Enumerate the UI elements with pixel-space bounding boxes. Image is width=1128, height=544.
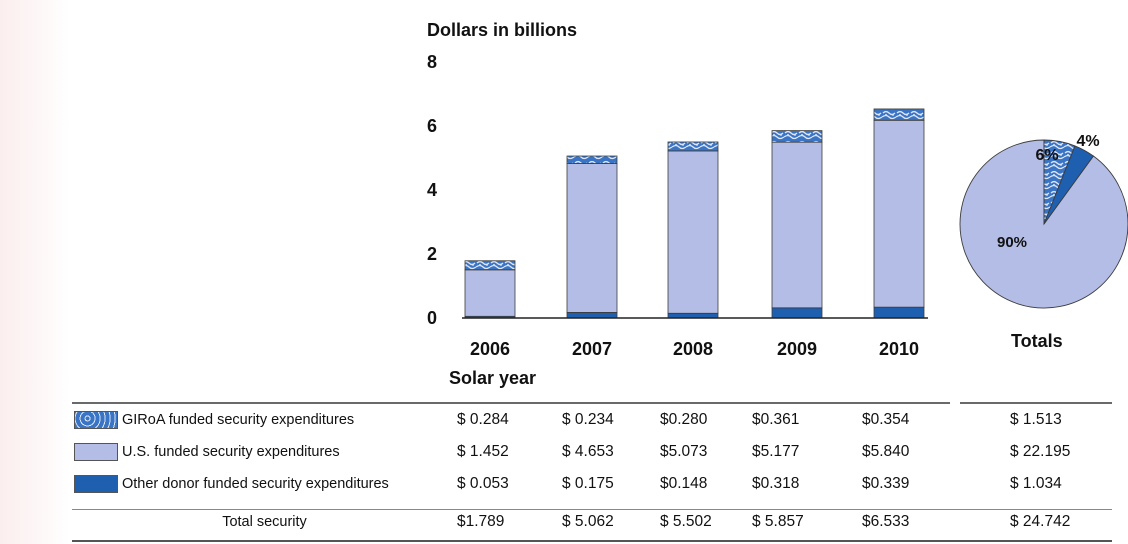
table-bottom-rule: [72, 540, 1112, 542]
table-cell: $ 0.053: [457, 475, 509, 492]
bar-2010-series-0: [873, 306, 925, 319]
row-label: Total security: [222, 514, 307, 530]
pie-slice-label: 90%: [997, 234, 1027, 251]
table-cell: $ 4.653: [562, 443, 614, 460]
legend-swatch: [74, 475, 118, 493]
y-tick-label: 4: [427, 180, 437, 200]
y-tick-label: 6: [427, 116, 437, 136]
left-edge-shading: [0, 0, 70, 544]
table-cell: $5.177: [752, 443, 800, 460]
bar-2007-series-0: [566, 311, 618, 319]
pie-slice-2: [1043, 145, 1094, 225]
bar-2009-series-2: [771, 130, 823, 143]
table-cell: $ 0.234: [562, 411, 614, 428]
table-cell: $0.361: [752, 411, 800, 428]
bars-layer: [462, 108, 928, 319]
table-cell: $0.148: [660, 475, 708, 492]
legend-swatch: [74, 443, 118, 461]
table-total-cell: $ 1.034: [1010, 475, 1062, 492]
y-axis-title: Dollars in billions: [427, 20, 578, 40]
y-tick-labels: 0 2 4 6 8: [427, 52, 437, 328]
y-tick-label: 8: [427, 52, 437, 72]
bar-2006-series-1: [464, 269, 516, 317]
table-cell: $ 5.857: [752, 513, 804, 530]
table-top-rule-totals: [960, 402, 1112, 404]
x-tick-label: 2010: [879, 339, 919, 359]
table-cell: $0.354: [862, 411, 910, 428]
x-axis-title: Solar year: [449, 368, 537, 388]
x-tick-label: 2008: [673, 339, 713, 359]
y-tick-label: 0: [427, 308, 437, 328]
y-tick-label: 2: [427, 244, 437, 264]
bar-2008-series-1: [667, 150, 719, 314]
table-top-rule: [72, 402, 950, 404]
bar-2009-series-0: [771, 307, 823, 319]
table-cell: $6.533: [862, 513, 910, 530]
x-tick-label: 2007: [572, 339, 612, 359]
table-total-cell: $ 22.195: [1010, 443, 1071, 460]
row-label: GIRoA funded security expenditures: [122, 412, 355, 428]
x-tick-labels: 2006 2007 2008 2009 2010: [470, 339, 919, 359]
pie-title: Totals: [1011, 331, 1063, 351]
table-cell: $1.789: [457, 513, 505, 530]
table-row: U.S. funded security expenditures $ 1.452…: [72, 438, 1112, 468]
table-cell: $ 0.284: [457, 411, 509, 428]
x-tick-label: 2009: [777, 339, 817, 359]
bar-2007-series-2: [566, 155, 618, 164]
table-cell: $5.840: [862, 443, 910, 460]
table-total-cell: $ 24.742: [1010, 513, 1071, 530]
total-row-rule: [72, 509, 1112, 510]
row-label: U.S. funded security expenditures: [122, 444, 340, 460]
table-cell: $0.339: [862, 475, 910, 492]
table-cell: $ 0.175: [562, 475, 614, 492]
legend-swatch: [74, 411, 118, 429]
x-tick-label: 2006: [470, 339, 510, 359]
table-row: Other donor funded security expenditures…: [72, 470, 1112, 500]
table-row: GIRoA funded security expenditures $ 0.28…: [72, 406, 1112, 436]
pie-slice-label: 6%: [1035, 147, 1058, 164]
table-cell: $ 1.452: [457, 443, 509, 460]
bar-2010-series-1: [873, 119, 925, 308]
table-cell: $0.318: [752, 475, 800, 492]
table-cell: $ 5.062: [562, 513, 614, 530]
pie-chart: 90% 6% 4%: [959, 133, 1128, 309]
stacked-bar-and-pie-chart: 0 2 4 6 8 2006 2007 2008 2009 2010 90% 6% 4%: [427, 52, 1128, 359]
bar-2009-series-1: [771, 141, 823, 309]
table-cell: $5.073: [660, 443, 708, 460]
bar-2007-series-1: [566, 163, 618, 313]
table-cell: $0.280: [660, 411, 708, 428]
bar-2008-series-2: [667, 141, 719, 152]
pie-slice-label: 4%: [1076, 133, 1099, 150]
table-total-cell: $ 1.513: [1010, 411, 1062, 428]
row-label: Other donor funded security expenditures: [122, 476, 389, 492]
bar-2010-series-2: [873, 108, 925, 121]
bar-2006-series-2: [464, 260, 516, 271]
table-row: Total security $1.789 $ 5.062 $ 5.502 $ 5.85…: [72, 508, 1112, 538]
table-cell: $ 5.502: [660, 513, 712, 530]
